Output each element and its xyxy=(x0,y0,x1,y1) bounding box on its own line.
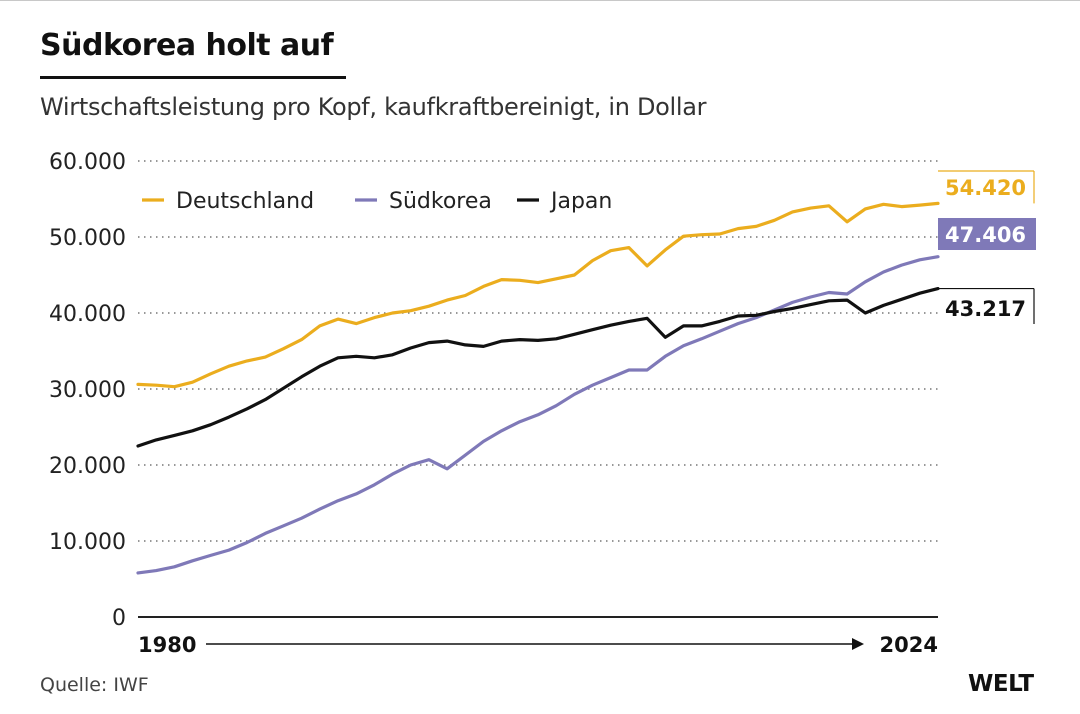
title-underline xyxy=(40,76,346,79)
y-tick-label: 10.000 xyxy=(49,530,126,555)
legend-label-1: Südkorea xyxy=(389,189,492,214)
timeline-arrow-head xyxy=(852,638,864,650)
welt-logo: WELT xyxy=(968,671,1034,697)
top-rule xyxy=(0,0,1080,1)
end-label-box-1 xyxy=(938,218,1036,250)
y-tick-label: 30.000 xyxy=(49,378,126,403)
x-end-label: 2024 xyxy=(880,633,938,657)
source-note: Quelle: IWF xyxy=(40,674,149,696)
y-tick-label: 0 xyxy=(112,606,126,631)
x-start-label: 1980 xyxy=(138,633,196,657)
legend-label-0: Deutschland xyxy=(176,189,314,214)
y-tick-label: 60.000 xyxy=(49,150,126,175)
chart-subtitle: Wirtschaftsleistung pro Kopf, kaufkraftb… xyxy=(40,93,707,121)
y-tick-label: 20.000 xyxy=(49,454,126,479)
end-value-label-1: 47.406 xyxy=(945,223,1026,247)
series-line-1 xyxy=(136,255,940,575)
series-line-2 xyxy=(136,287,940,448)
end-value-label-0: 54.420 xyxy=(945,176,1026,200)
end-value-label-2: 43.217 xyxy=(945,297,1026,321)
y-tick-label: 40.000 xyxy=(49,302,126,327)
legend-label-2: Japan xyxy=(549,189,612,214)
chart-title: Südkorea holt auf xyxy=(40,28,334,63)
series-line-0 xyxy=(136,201,940,389)
y-tick-label: 50.000 xyxy=(49,226,126,251)
